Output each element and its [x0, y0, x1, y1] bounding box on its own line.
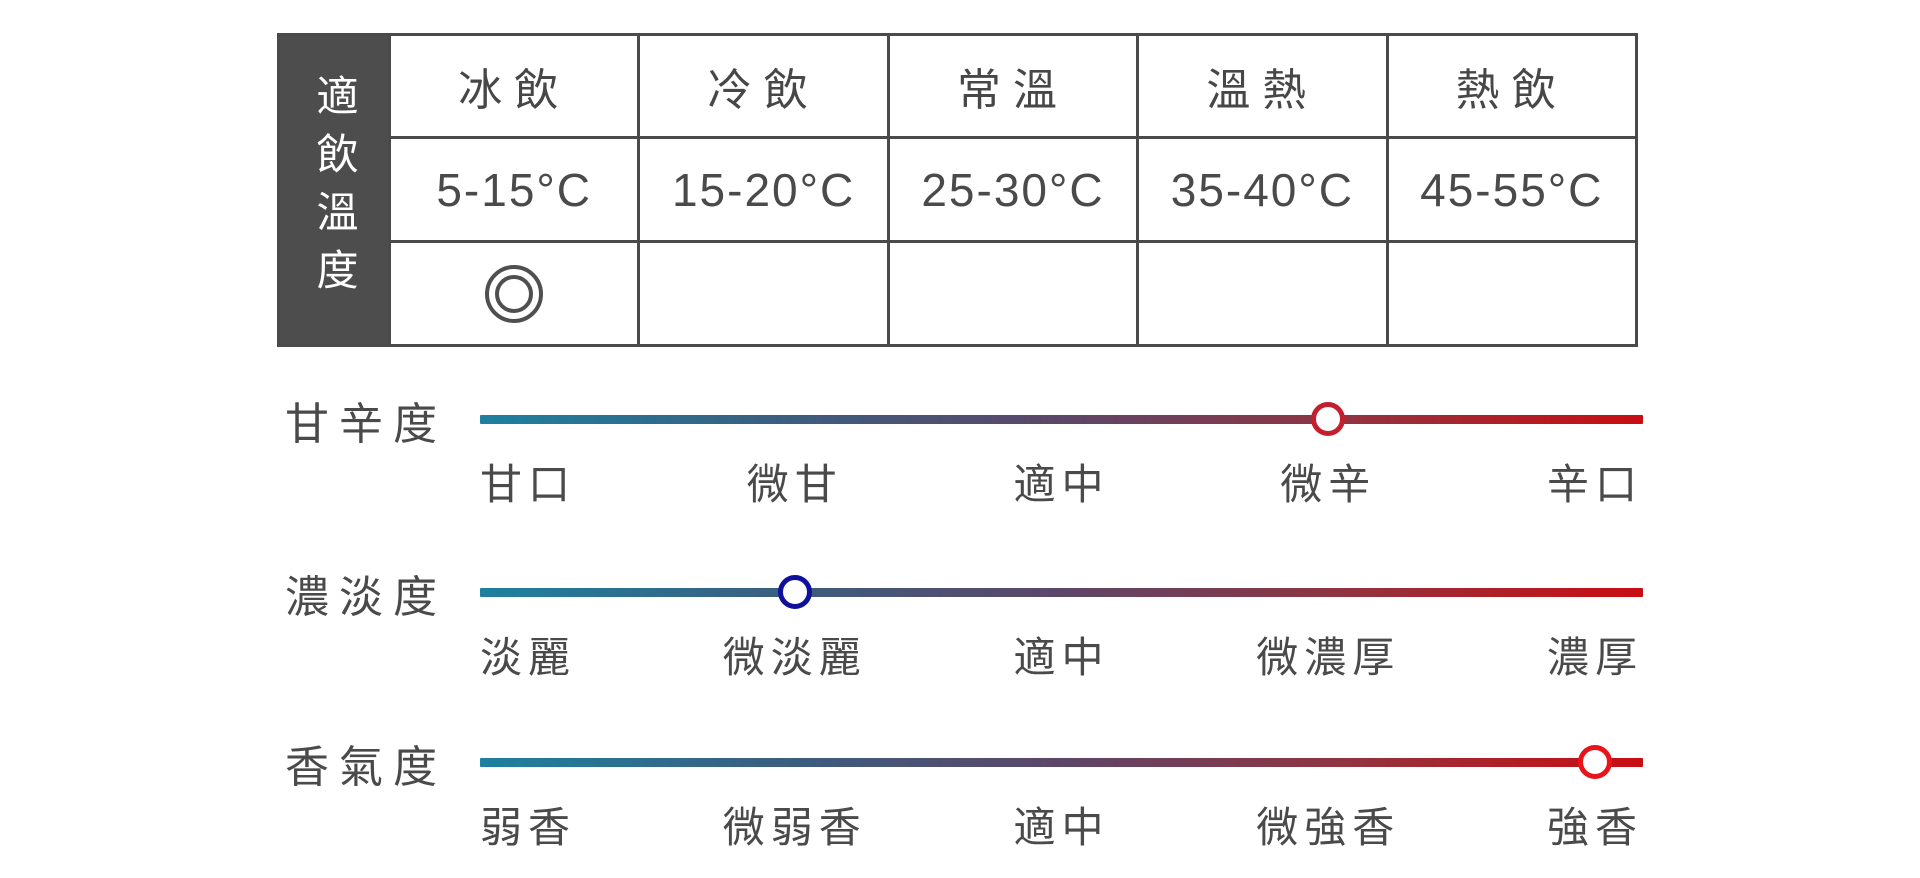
- slider-marker[interactable]: [778, 575, 812, 609]
- temp-range-hot: 45-55°C: [1385, 136, 1639, 243]
- table-header-cell: 適飲溫度: [277, 33, 391, 347]
- scale-label: 微強香: [1256, 804, 1401, 851]
- gradient-scale-line: [480, 588, 1643, 597]
- scale-label: 甘口: [480, 461, 577, 508]
- scale-label: 濃厚: [1546, 634, 1643, 681]
- scale-label: 適中: [1013, 634, 1110, 681]
- temp-col-label-ice: 冰飲: [387, 33, 641, 139]
- slider-title-sweetness: 甘辛度: [285, 400, 447, 449]
- scale-label: 微弱香: [722, 804, 867, 851]
- double-circle-inner-ring: [495, 274, 534, 313]
- table-row-names: 適飲溫度 冰飲 冷飲 常溫 溫熱 熱飲: [277, 33, 1639, 347]
- scale-label: 弱香: [480, 804, 577, 851]
- slider-row-aroma: 香氣度 弱香 微弱香 適中 微強香 強香: [0, 703, 1920, 863]
- temp-mark-cell-cold: [637, 240, 890, 347]
- temp-col-label-warm: 溫熱: [1136, 33, 1389, 139]
- double-circle-icon: [485, 264, 544, 323]
- scale-labels-row: 甘口 微甘 適中 微辛 辛口: [480, 460, 1643, 510]
- temp-range-room: 25-30°C: [886, 136, 1140, 243]
- scale-label: 微淡麗: [722, 634, 867, 681]
- table-row-ranges: 5-15°C 15-20°C 25-30°C 35-40°C 45-55°C: [279, 136, 1639, 243]
- temp-mark-cell-ice: [387, 240, 641, 347]
- gradient-scale-line: [480, 415, 1643, 424]
- scale-label: 適中: [1013, 461, 1110, 508]
- temp-col-label-room: 常溫: [886, 33, 1140, 139]
- temp-col-label-cold: 冷飲: [637, 33, 890, 139]
- temp-range-ice: 5-15°C: [387, 136, 641, 243]
- gradient-scale-line: [480, 758, 1643, 767]
- scale-label: 淡麗: [480, 634, 577, 681]
- temp-col-label-hot: 熱飲: [1385, 33, 1639, 139]
- temp-range-cold: 15-20°C: [637, 136, 890, 243]
- slider-title-richness: 濃淡度: [285, 573, 447, 622]
- slider-row-sweetness: 甘辛度 甘口 微甘 適中 微辛 辛口: [0, 360, 1920, 520]
- temperature-table: 適飲溫度 冰飲 冷飲 常溫 溫熱 熱飲 5-15°C 15-20°C 25-30…: [277, 33, 1639, 347]
- slider-marker[interactable]: [1578, 745, 1612, 779]
- temp-range-warm: 35-40°C: [1136, 136, 1389, 243]
- scale-labels-row: 淡麗 微淡麗 適中 微濃厚 濃厚: [480, 633, 1643, 683]
- table-row-marks: [279, 240, 1639, 347]
- scale-label: 適中: [1013, 804, 1110, 851]
- scale-labels-row: 弱香 微弱香 適中 微強香 強香: [480, 803, 1643, 853]
- slider-title-aroma: 香氣度: [285, 743, 447, 792]
- slider-row-richness: 濃淡度 淡麗 微淡麗 適中 微濃厚 濃厚: [0, 533, 1920, 693]
- scale-label: 辛口: [1546, 461, 1643, 508]
- temp-mark-cell-room: [886, 240, 1140, 347]
- table-header-vertical-text: 適飲溫度: [311, 74, 358, 306]
- scale-label: 微甘: [746, 461, 843, 508]
- scale-label: 強香: [1546, 804, 1643, 851]
- scale-label: 微濃厚: [1256, 634, 1401, 681]
- scale-label: 微辛: [1280, 461, 1377, 508]
- temp-mark-cell-warm: [1136, 240, 1389, 347]
- temp-mark-cell-hot: [1385, 240, 1639, 347]
- slider-marker[interactable]: [1311, 402, 1345, 436]
